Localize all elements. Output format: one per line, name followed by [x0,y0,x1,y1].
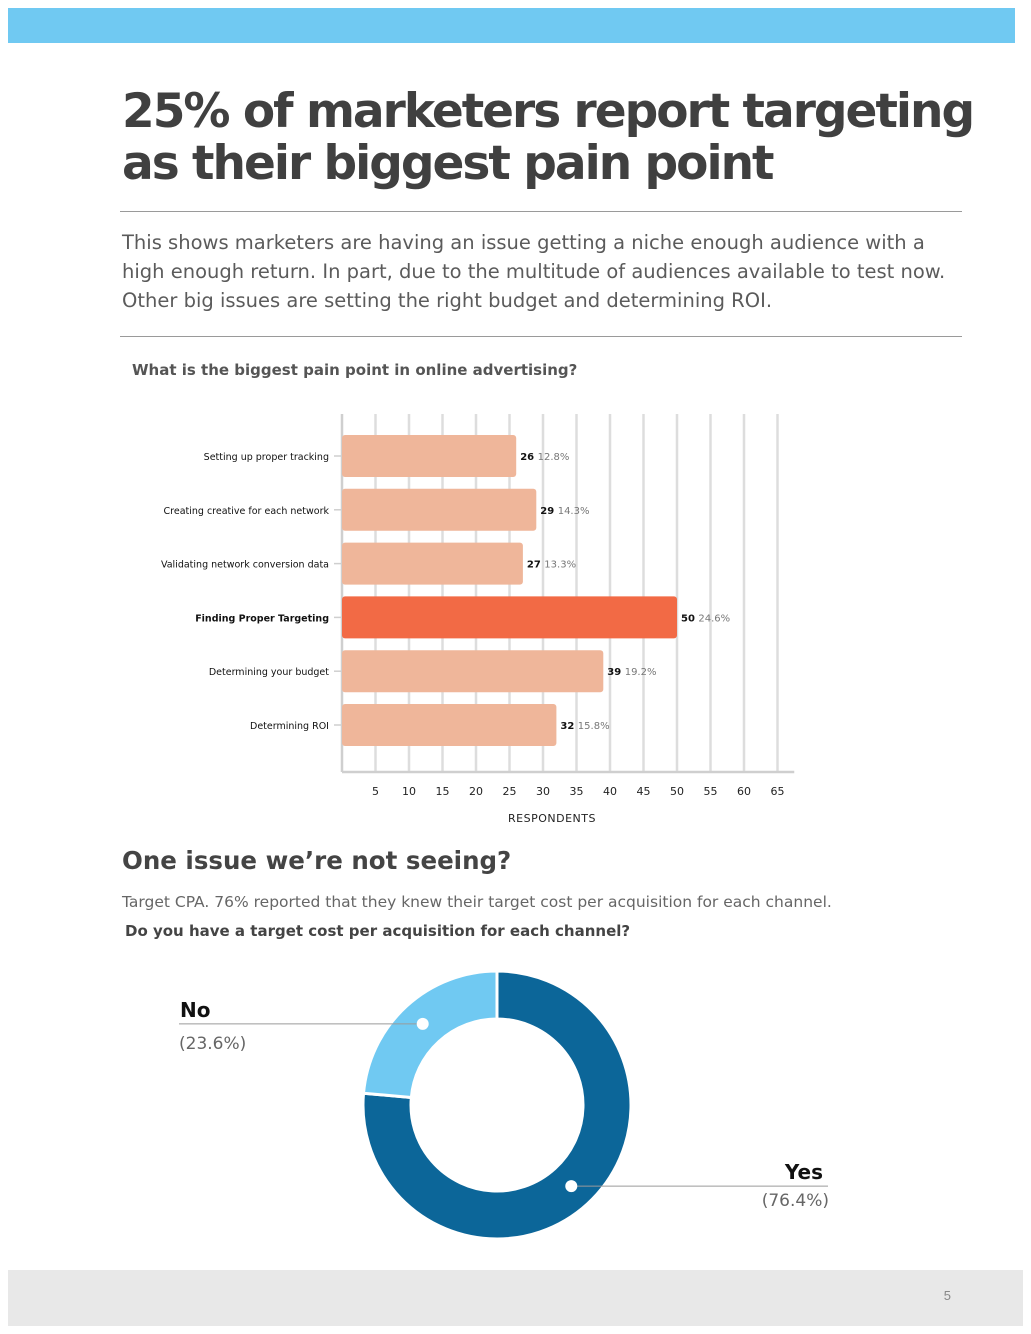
bar [342,488,537,531]
section-text: Target CPA. 76% reported that they knew … [122,893,832,911]
bar-value-label: 50 24.6% [681,613,730,624]
bar [342,542,523,585]
donut-slice-yes [361,969,633,1241]
bar-chart-title: What is the biggest pain point in online… [132,361,578,379]
marker-dot-no [416,1017,429,1030]
x-tick-label: 45 [637,785,651,798]
x-tick-label: 5 [372,785,379,798]
x-tick-label: 15 [436,785,450,798]
bar-value-label: 32 15.8% [560,721,609,732]
bar-chart: 5 10 15 20 25 30 35 40 45 50 55 60 65 Setting up prop… [161,414,795,825]
top-accent-bar [8,8,1015,43]
category-label: Creating creative for each network [164,506,330,517]
donut-label-no: No [180,998,210,1022]
category-label: Setting up proper tracking [204,452,329,463]
x-tick-label: 55 [704,785,718,798]
x-tick-label: 10 [402,785,416,798]
category-label: Validating network conversion data [161,560,329,571]
marker-dot-yes [565,1180,578,1193]
donut-pct-no: (23.6%) [179,1034,246,1054]
category-label: Determining ROI [250,721,329,732]
category-label: Determining your budget [209,667,329,678]
bar [342,435,517,477]
donut-label-yes: Yes [784,1160,823,1184]
section-heading: One issue we’re not seeing? [122,846,512,875]
x-tick-label: 50 [670,785,684,798]
x-tick-label: 40 [603,785,617,798]
bar-value-label: 39 19.2% [607,667,656,678]
page-number: 5 [943,1288,951,1303]
donut-slice-no [361,969,499,1100]
divider-top [120,211,962,212]
x-tick-label: 30 [536,785,550,798]
donut-pct-yes: (76.4%) [762,1191,829,1211]
x-tick-label: 35 [570,785,584,798]
donut-chart-title: Do you have a target cost per acquisitio… [125,922,631,940]
footer-bar: 5 [8,1270,1023,1326]
donut-chart: Yes (76.4%) No (23.6%) [179,969,829,1241]
bar [342,596,677,639]
bar-value-label: 26 12.8% [520,452,569,463]
x-tick-label: 60 [737,785,751,798]
x-tick-label: 65 [771,785,785,798]
category-label: Finding Proper Targeting [195,613,329,624]
bar [342,704,557,746]
x-axis-title: RESPONDENTS [508,812,596,825]
x-tick-label: 20 [469,785,483,798]
bar-chart-plot: 5 10 15 20 25 30 35 40 45 50 55 60 65 Setting up prop… [161,414,795,825]
page-title: 25% of marketers report targeting as the… [122,84,975,191]
intro-paragraph: This shows marketers are having an issue… [122,231,946,312]
bar-value-label: 27 13.3% [527,560,576,571]
x-tick-label: 25 [503,785,517,798]
bar [342,650,604,693]
bar-value-label: 29 14.3% [540,506,589,517]
divider-bottom [120,336,962,337]
